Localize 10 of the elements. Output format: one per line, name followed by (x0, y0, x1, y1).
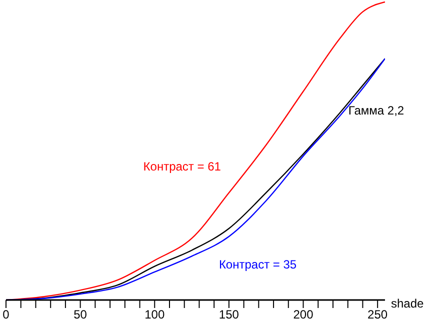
x-tick-label: 200 (293, 308, 314, 322)
x-tick-label: 100 (144, 308, 165, 322)
x-tick-label: 0 (2, 308, 10, 322)
x-axis-title: shade (391, 296, 424, 310)
x-tick-label: 150 (218, 308, 240, 322)
x-tick-label: 250 (368, 308, 388, 322)
x-tick-label: 50 (74, 308, 88, 322)
series-label: Контраст = 35 (218, 258, 297, 272)
series-label: Гамма 2,2 (348, 103, 404, 118)
series-label: Контраст = 61 (143, 160, 222, 174)
